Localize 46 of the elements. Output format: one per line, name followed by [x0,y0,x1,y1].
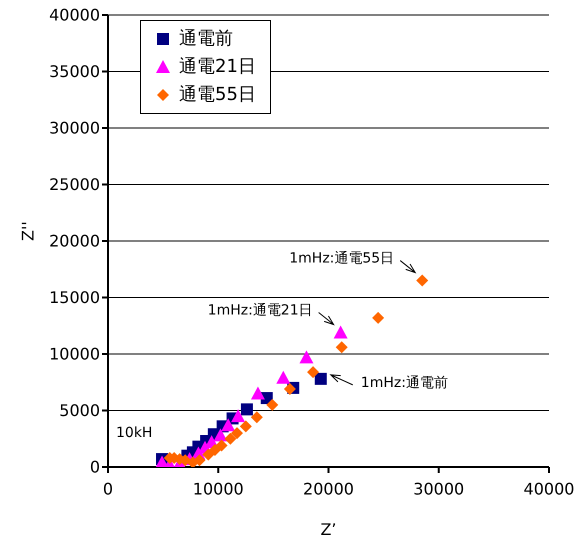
legend-label: 通電21日 [179,55,256,79]
point [307,366,320,378]
point [216,440,228,452]
point [230,427,243,440]
point [284,383,296,396]
y-tick-label: 10000 [49,344,100,364]
legend-label: 通電55日 [179,83,256,107]
point [314,372,327,385]
point [276,370,290,384]
point [202,448,214,461]
legend-label: 通電前 [179,27,233,51]
y-tick-label: 0 [90,458,100,477]
y-tick-label: 40000 [49,6,100,25]
annotation: 10kH [116,425,152,441]
point [208,444,221,456]
y-tick-label: 25000 [49,175,100,194]
y-tick-label: 5000 [59,401,100,420]
point [194,454,206,466]
point [224,432,236,445]
x-tick-label: 0 [102,479,114,498]
annotation: 1mHz:通電21日 [208,302,313,319]
annotation: 1mHz:通電55日 [289,250,394,267]
point [213,428,228,442]
point [299,350,314,364]
point [250,411,263,424]
x-tick-label: 30000 [413,479,464,498]
x-tick-label: 40000 [524,479,574,498]
point [266,398,278,411]
point [221,418,236,432]
x-tick-label: 10000 [192,479,244,498]
y-tick-label: 30000 [49,118,100,138]
y-tick-label: 15000 [49,288,100,308]
point [416,274,428,287]
point [372,312,384,324]
y-tick-label: 20000 [49,232,100,251]
point [336,341,348,354]
point [240,420,252,432]
y-axis-title: Z'' [18,221,38,241]
y-tick-label: 35000 [49,62,100,82]
x-tick-label: 20000 [303,479,354,498]
annotation: 1mHz:通電前 [360,374,448,391]
point [250,386,265,400]
x-axis-title: Z’ [320,520,337,539]
point [231,409,246,422]
point [334,326,348,339]
point [240,403,253,416]
